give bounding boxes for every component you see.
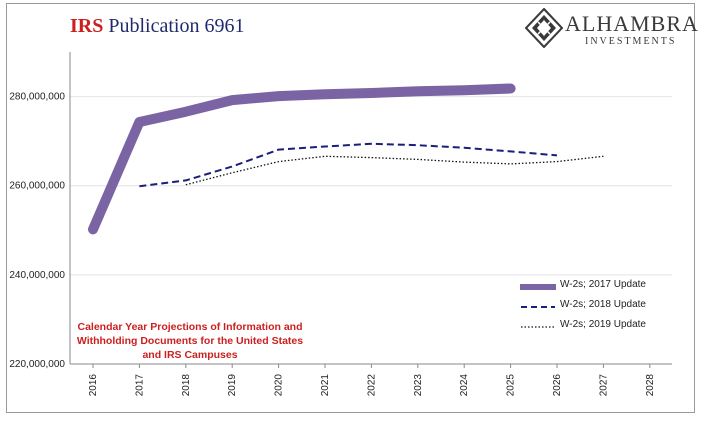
legend-label-2019: W-2s; 2019 Update: [560, 319, 646, 330]
x-tick-label: 2024: [459, 374, 470, 397]
legend: W-2s; 2017 Update W-2s; 2018 Update W-2s…: [520, 277, 695, 337]
x-tick-label: 2022: [366, 374, 377, 397]
x-tick-label: 2026: [552, 374, 563, 397]
x-tick-label: 2028: [645, 374, 656, 397]
legend-swatch-2019: [521, 326, 555, 328]
chart-title: IRS Publication 6961: [70, 15, 244, 38]
series-line-1: [139, 142, 558, 188]
logo-name: ALHAMBRA: [565, 11, 699, 36]
legend-swatch-2017: [520, 284, 556, 290]
alhambra-logo: ALHAMBRA INVESTMENTS: [525, 8, 698, 50]
x-tick-label: 2025: [506, 374, 517, 397]
legend-label-2017: W-2s; 2017 Update: [560, 279, 646, 290]
legend-swatch-2018: [521, 306, 555, 308]
y-tick-label: 240,000,000: [9, 270, 65, 281]
x-tick-label: 2021: [320, 374, 331, 397]
legend-item-2017: W-2s; 2017 Update: [520, 277, 695, 297]
chart-frame: [6, 3, 695, 413]
diamond-logo-icon: [525, 8, 563, 48]
x-tick-label: 2027: [598, 374, 609, 397]
chart-annotation: Calendar Year Projections of Information…: [76, 321, 304, 361]
series-line-2: [185, 155, 604, 186]
x-tick-label: 2016: [88, 374, 99, 397]
y-tick-label: 280,000,000: [9, 92, 65, 103]
legend-item-2019: W-2s; 2019 Update: [520, 317, 695, 337]
x-tick-label: 2017: [134, 374, 145, 397]
legend-item-2018: W-2s; 2018 Update: [520, 297, 695, 317]
series-line-0: [88, 83, 516, 235]
logo-sub: INVESTMENTS: [585, 36, 677, 47]
x-tick-label: 2018: [181, 374, 192, 397]
x-tick-label: 2019: [227, 374, 238, 397]
title-prefix: IRS: [70, 15, 104, 37]
y-tick-label: 260,000,000: [9, 181, 65, 192]
y-tick-label: 220,000,000: [9, 359, 65, 370]
legend-label-2018: W-2s; 2018 Update: [560, 299, 646, 310]
x-tick-label: 2023: [413, 374, 424, 397]
title-rest: Publication 6961: [108, 15, 245, 37]
x-tick-label: 2020: [274, 374, 285, 397]
